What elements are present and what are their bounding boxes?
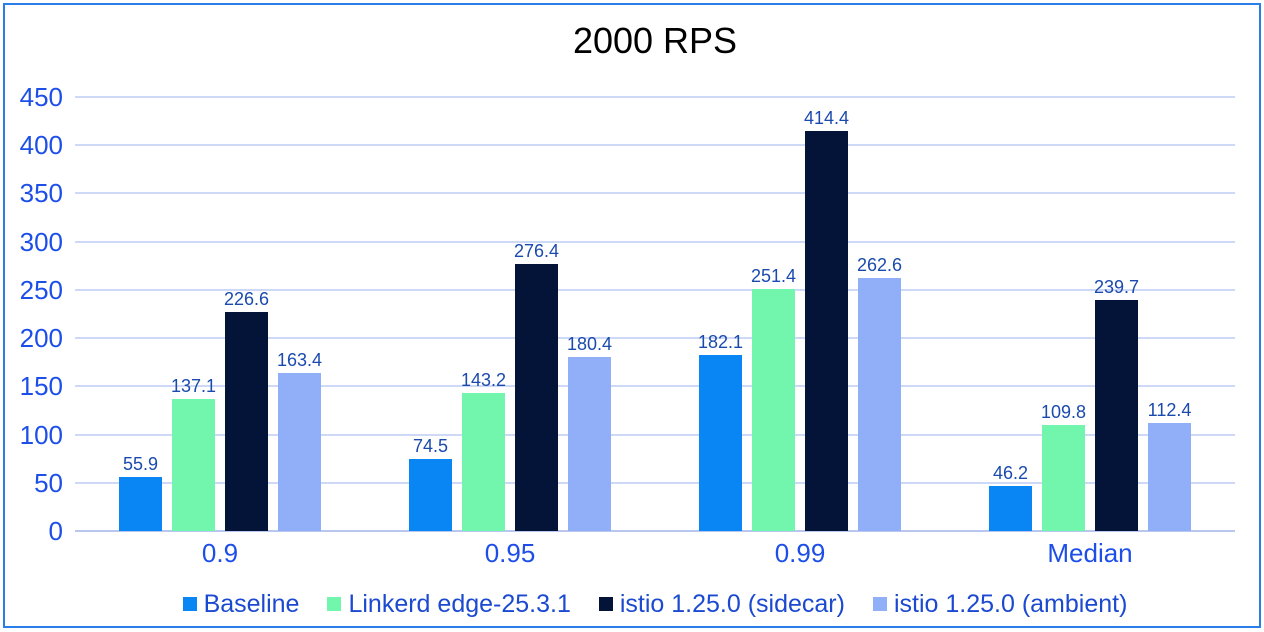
- bar-group: 46.2 109.8 239.7 112.4: [945, 97, 1235, 531]
- bar-value-label: 226.6: [223, 289, 270, 310]
- x-axis-tick-label: Median: [1047, 538, 1133, 568]
- y-axis-tick-label: 300: [19, 226, 63, 257]
- gridline: [75, 337, 1235, 340]
- y-axis-tick-label: 250: [19, 274, 63, 305]
- bar-value-label: 239.7: [1093, 276, 1140, 297]
- bar-value-label: 137.1: [170, 375, 217, 396]
- bar: 163.4: [277, 350, 322, 531]
- bar: 276.4: [514, 241, 559, 531]
- bar: 226.6: [224, 289, 269, 531]
- legend: Baseline Linkerd edge-25.3.1 istio 1.25.0 …: [75, 590, 1235, 618]
- y-axis-tick-label: 50: [34, 467, 63, 498]
- bar-value-label: 182.1: [697, 332, 744, 353]
- x-axis-tick-label: 0.95: [484, 538, 536, 568]
- bar-value-label: 109.8: [1040, 402, 1087, 423]
- legend-swatch-icon: [327, 597, 342, 611]
- bar-value-label: 74.5: [412, 436, 449, 457]
- y-axis-tick-label: 100: [19, 419, 63, 450]
- bar: 262.6: [857, 255, 902, 531]
- bar-group: 182.1 251.4 414.4 262.6: [655, 97, 945, 531]
- y-axis-tick-label: 200: [19, 323, 63, 354]
- x-axis-tick-label: 0.99: [774, 538, 826, 568]
- gridline: [75, 96, 1235, 98]
- bar: 251.4: [751, 266, 796, 531]
- bar-group: 74.5 143.2 276.4 180.4: [365, 97, 655, 531]
- bar: 182.1: [698, 332, 743, 531]
- gridline: [75, 192, 1235, 195]
- legend-item: istio 1.25.0 (ambient): [872, 590, 1128, 618]
- gridline: [75, 240, 1235, 243]
- chart-title: 2000 RPS: [572, 20, 738, 61]
- bar-value-label: 180.4: [566, 334, 613, 355]
- legend-swatch-icon: [182, 597, 197, 611]
- bar: 46.2: [989, 463, 1032, 531]
- bar: 137.1: [171, 376, 216, 531]
- legend-label: istio 1.25.0 (ambient): [893, 590, 1128, 618]
- y-axis-tick-label: 0: [48, 516, 63, 546]
- bar-value-label: 414.4: [803, 108, 850, 129]
- bar-value-label: 163.4: [276, 350, 323, 371]
- gridline: [75, 288, 1235, 291]
- gridline: [75, 144, 1235, 147]
- bar-value-label: 276.4: [513, 241, 560, 262]
- bar-value-label: 251.4: [750, 265, 797, 286]
- legend-item: Baseline: [182, 590, 300, 618]
- bar: 112.4: [1148, 400, 1191, 531]
- plot-area: 55.9 137.1 226.6 163.4 74.5 143.2 276.4 180.4 18…: [75, 96, 1235, 532]
- bar-value-label: 112.4: [1147, 399, 1192, 420]
- legend-label: Baseline: [203, 590, 300, 618]
- gridline: [75, 433, 1235, 436]
- bar: 55.9: [119, 454, 162, 531]
- legend-swatch-icon: [598, 597, 613, 611]
- bar: 143.2: [461, 370, 506, 531]
- y-axis-tick-label: 150: [19, 371, 63, 402]
- y-axis-tick-label: 350: [19, 178, 63, 209]
- y-axis-tick-label: 450: [19, 82, 63, 112]
- legend-label: Linkerd edge-25.3.1: [348, 590, 571, 618]
- bar-value-label: 143.2: [460, 369, 507, 390]
- bar-value-label: 46.2: [992, 463, 1029, 484]
- bar: 414.4: [804, 108, 849, 531]
- y-axis-tick-label: 400: [19, 130, 63, 161]
- x-axis-tick-label: 0.9: [201, 538, 239, 568]
- gridline: [75, 481, 1235, 484]
- bar-group: 55.9 137.1 226.6 163.4: [75, 97, 365, 531]
- bar: 239.7: [1094, 277, 1139, 531]
- bar: 180.4: [567, 334, 612, 531]
- legend-item: Linkerd edge-25.3.1: [327, 590, 571, 618]
- bar-value-label: 55.9: [122, 454, 159, 475]
- bar-value-label: 262.6: [856, 254, 903, 275]
- bar: 74.5: [409, 436, 452, 531]
- gridline: [75, 385, 1235, 388]
- legend-label: istio 1.25.0 (sidecar): [619, 590, 845, 618]
- bar: 109.8: [1041, 402, 1086, 531]
- legend-item: istio 1.25.0 (sidecar): [598, 590, 845, 618]
- x-axis-line: [75, 530, 1235, 532]
- legend-swatch-icon: [872, 597, 887, 611]
